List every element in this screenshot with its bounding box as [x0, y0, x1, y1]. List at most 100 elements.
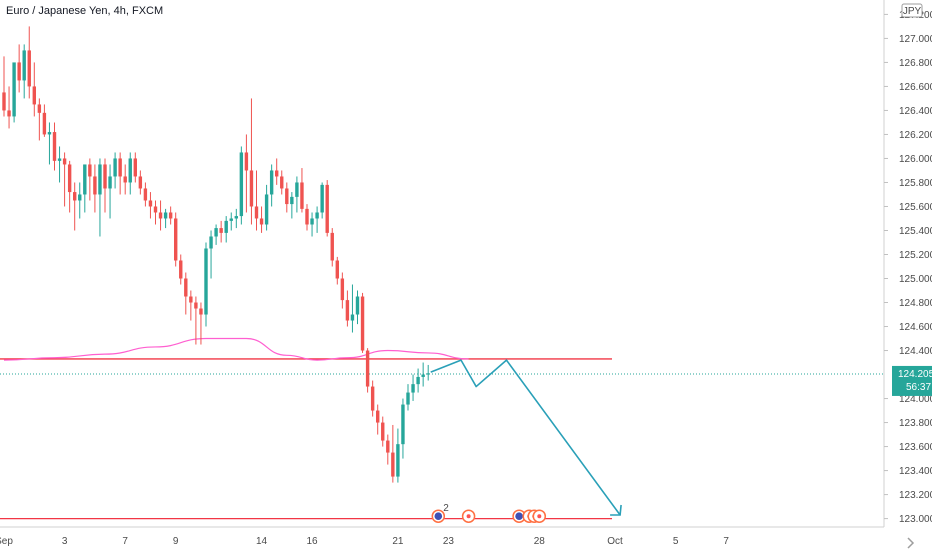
candle[interactable] — [295, 176, 299, 213]
candle[interactable] — [133, 152, 137, 183]
event-marker[interactable] — [461, 509, 476, 523]
scroll-to-latest-button[interactable] — [888, 530, 928, 550]
candle[interactable] — [123, 164, 127, 195]
candle[interactable] — [365, 348, 370, 393]
candle[interactable] — [300, 168, 304, 213]
candle[interactable] — [47, 122, 52, 165]
candle[interactable] — [103, 158, 107, 213]
candle[interactable] — [98, 158, 102, 237]
candle[interactable] — [234, 208, 238, 229]
candle[interactable] — [138, 170, 143, 195]
candle[interactable] — [168, 206, 173, 225]
candle[interactable] — [42, 104, 47, 137]
candle[interactable] — [27, 26, 31, 99]
candle[interactable] — [350, 284, 355, 333]
candle-body — [57, 158, 62, 161]
candle[interactable] — [153, 200, 158, 225]
candle[interactable] — [214, 224, 218, 245]
candle[interactable] — [259, 206, 264, 233]
candle-body — [381, 422, 385, 441]
candle-body — [370, 386, 375, 411]
candle[interactable] — [315, 206, 319, 233]
candle[interactable] — [148, 192, 153, 219]
candle[interactable] — [189, 290, 193, 321]
candle[interactable] — [396, 428, 400, 483]
currency-badge[interactable]: JPY — [901, 3, 923, 18]
candle[interactable] — [290, 192, 294, 219]
candle[interactable] — [199, 302, 203, 345]
event-marker[interactable] — [532, 509, 547, 523]
candle[interactable] — [411, 374, 415, 401]
candle[interactable] — [355, 290, 360, 325]
candle[interactable] — [381, 416, 385, 447]
candle[interactable] — [57, 146, 62, 183]
candle[interactable] — [376, 404, 380, 435]
candle[interactable] — [325, 180, 329, 237]
candle[interactable] — [194, 296, 198, 345]
candle[interactable] — [239, 146, 244, 225]
candle[interactable] — [128, 152, 132, 195]
candle[interactable] — [280, 170, 284, 195]
candle-body — [103, 164, 107, 189]
candle[interactable] — [62, 152, 67, 207]
candle[interactable] — [7, 86, 11, 129]
candle[interactable] — [219, 220, 223, 243]
candle[interactable] — [285, 182, 289, 213]
event-marker[interactable] — [431, 509, 446, 523]
candle[interactable] — [67, 160, 72, 213]
candle[interactable] — [52, 122, 57, 171]
candle[interactable] — [406, 384, 410, 411]
candle[interactable] — [184, 272, 188, 315]
candle[interactable] — [37, 98, 42, 141]
candle[interactable] — [320, 182, 324, 219]
candle[interactable] — [229, 212, 233, 231]
candle[interactable] — [401, 398, 405, 459]
candle[interactable] — [108, 164, 112, 219]
candle[interactable] — [360, 292, 365, 353]
candle[interactable] — [93, 164, 97, 213]
projection-path[interactable] — [430, 359, 621, 516]
candle[interactable] — [345, 290, 350, 327]
candle[interactable] — [83, 164, 87, 213]
candle[interactable] — [224, 216, 228, 243]
candle[interactable] — [244, 134, 249, 213]
candle[interactable] — [113, 152, 117, 189]
candle[interactable] — [264, 184, 269, 231]
candle[interactable] — [2, 56, 6, 117]
candle[interactable] — [370, 380, 375, 417]
candle[interactable] — [73, 182, 77, 231]
candle[interactable] — [335, 256, 339, 285]
candle[interactable] — [254, 170, 259, 231]
candle[interactable] — [305, 204, 309, 231]
candle[interactable] — [88, 158, 92, 201]
candle[interactable] — [12, 62, 16, 123]
candle[interactable] — [421, 362, 425, 387]
candle[interactable] — [209, 230, 213, 279]
candle[interactable] — [204, 242, 208, 327]
candle[interactable] — [17, 44, 21, 93]
candle[interactable] — [269, 164, 274, 207]
candle[interactable] — [426, 364, 430, 381]
candle[interactable] — [386, 434, 390, 465]
candle[interactable] — [174, 212, 178, 267]
candle[interactable] — [310, 212, 314, 237]
candle[interactable] — [330, 228, 334, 267]
currency-badge-box — [901, 3, 923, 18]
candle[interactable] — [32, 62, 36, 117]
y-tick-label: 124.600 — [899, 322, 932, 333]
candle[interactable] — [22, 44, 26, 99]
candle[interactable] — [78, 182, 82, 219]
candle[interactable] — [391, 424, 395, 483]
candle[interactable] — [143, 182, 148, 207]
y-tick-label: 123.200 — [899, 490, 932, 501]
candle[interactable] — [179, 254, 183, 285]
candle[interactable] — [249, 98, 254, 225]
candle[interactable] — [163, 208, 168, 229]
candle[interactable] — [275, 158, 279, 185]
candle[interactable] — [416, 368, 420, 393]
candle[interactable] — [158, 200, 163, 231]
candle[interactable] — [118, 152, 122, 195]
candle[interactable] — [340, 272, 345, 309]
candle-body — [12, 62, 16, 117]
